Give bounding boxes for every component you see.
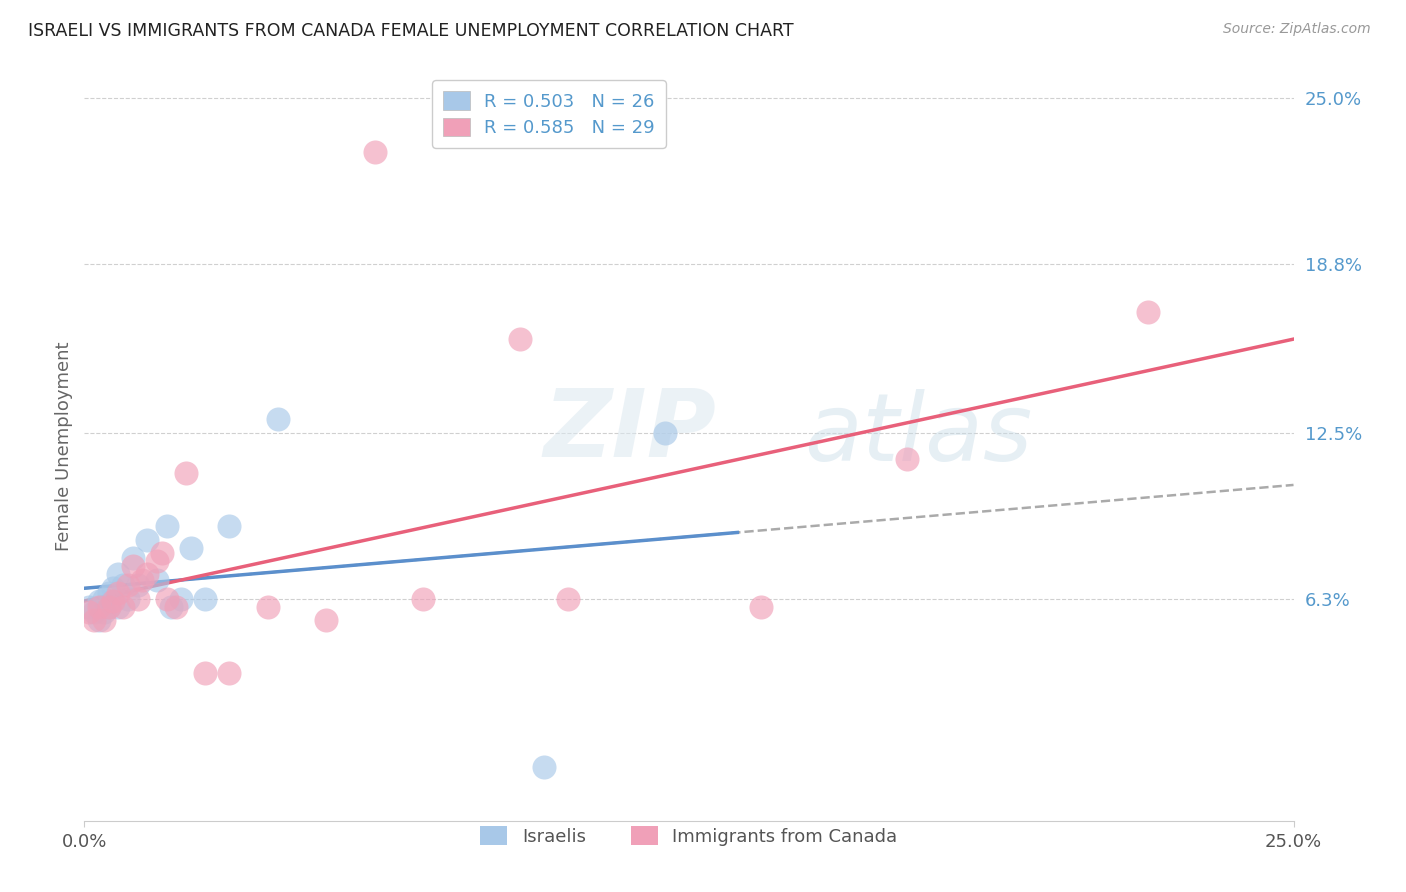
Point — [77, 599, 100, 614]
Point — [180, 541, 202, 555]
Point — [112, 599, 135, 614]
Point — [93, 613, 115, 627]
Point — [155, 519, 177, 533]
Point — [533, 760, 555, 774]
Point — [97, 586, 120, 600]
Point — [218, 666, 240, 681]
Point — [363, 145, 385, 159]
Point — [127, 578, 149, 592]
Point — [97, 599, 120, 614]
Point — [77, 605, 100, 619]
Point — [150, 546, 173, 560]
Point — [107, 586, 129, 600]
Text: ZIP: ZIP — [544, 385, 717, 477]
Legend: Israelis, Immigrants from Canada: Israelis, Immigrants from Canada — [472, 819, 905, 853]
Point — [127, 591, 149, 606]
Text: Source: ZipAtlas.com: Source: ZipAtlas.com — [1223, 22, 1371, 37]
Point — [107, 599, 129, 614]
Point — [155, 591, 177, 606]
Point — [896, 452, 918, 467]
Point — [121, 559, 143, 574]
Point — [87, 594, 110, 608]
Point — [131, 573, 153, 587]
Point — [136, 533, 159, 547]
Point — [257, 599, 280, 614]
Y-axis label: Female Unemployment: Female Unemployment — [55, 342, 73, 550]
Point — [136, 567, 159, 582]
Point — [87, 613, 110, 627]
Point — [121, 551, 143, 566]
Point — [165, 599, 187, 614]
Point — [315, 613, 337, 627]
Point — [83, 605, 105, 619]
Point — [146, 554, 169, 568]
Point — [107, 567, 129, 582]
Point — [87, 599, 110, 614]
Point — [103, 594, 125, 608]
Point — [97, 599, 120, 614]
Text: ISRAELI VS IMMIGRANTS FROM CANADA FEMALE UNEMPLOYMENT CORRELATION CHART: ISRAELI VS IMMIGRANTS FROM CANADA FEMALE… — [28, 22, 794, 40]
Point — [160, 599, 183, 614]
Point — [194, 591, 217, 606]
Point — [509, 332, 531, 346]
Point — [174, 466, 197, 480]
Point — [93, 591, 115, 606]
Point — [1137, 305, 1160, 319]
Point — [146, 573, 169, 587]
Point — [170, 591, 193, 606]
Point — [93, 605, 115, 619]
Point — [103, 581, 125, 595]
Point — [654, 425, 676, 440]
Point — [218, 519, 240, 533]
Point — [117, 578, 139, 592]
Point — [751, 599, 773, 614]
Point — [557, 591, 579, 606]
Point — [112, 578, 135, 592]
Point — [117, 591, 139, 606]
Point — [194, 666, 217, 681]
Point — [267, 412, 290, 426]
Text: atlas: atlas — [804, 389, 1032, 480]
Point — [83, 613, 105, 627]
Point — [412, 591, 434, 606]
